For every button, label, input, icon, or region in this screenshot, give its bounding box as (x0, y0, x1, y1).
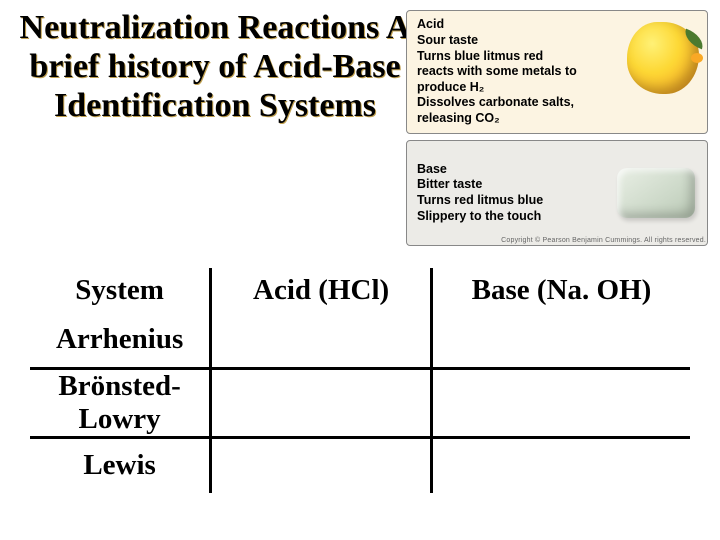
row-system: Brönsted- Lowry (58, 370, 180, 435)
row-system: Arrhenius (56, 323, 183, 355)
acid-line: Turns blue litmus red (417, 49, 619, 65)
row-acid (211, 368, 432, 437)
base-line: Slippery to the touch (417, 209, 605, 225)
table-row: Brönsted- Lowry (30, 368, 690, 437)
row-base (431, 312, 690, 368)
row-system: Lewis (83, 449, 156, 481)
slide: Neutralization Reactions A brief history… (0, 0, 720, 540)
table-header-row: System Acid (HCl) Base (Na. OH) (30, 268, 690, 312)
acid-info-text: Acid Sour taste Turns blue litmus red re… (417, 17, 619, 126)
acid-line: Sour taste (417, 33, 619, 49)
header-system: System (30, 268, 211, 312)
row-base (431, 437, 690, 493)
acid-line: Dissolves carbonate salts, releasing CO₂ (417, 95, 619, 126)
acid-info-box: Acid Sour taste Turns blue litmus red re… (406, 10, 708, 134)
table-row: Arrhenius (30, 312, 690, 368)
base-line: Turns red litmus blue (417, 193, 605, 209)
base-info-text: Base Bitter taste Turns red litmus blue … (417, 162, 605, 225)
table-row: Lewis (30, 437, 690, 493)
acid-heading: Acid (417, 17, 619, 33)
base-heading: Base (417, 162, 605, 178)
lemon-icon (627, 22, 699, 94)
slide-title: Neutralization Reactions A brief history… (10, 8, 420, 125)
soap-icon (613, 164, 699, 222)
header-base: Base (Na. OH) (431, 268, 690, 312)
row-acid (211, 437, 432, 493)
header-acid: Acid (HCl) (211, 268, 432, 312)
base-line: Bitter taste (417, 177, 605, 193)
base-info-box: Base Bitter taste Turns red litmus blue … (406, 140, 708, 246)
acid-line: reacts with some metals to produce H₂ (417, 64, 619, 95)
row-base (431, 368, 690, 437)
copyright-text: Copyright © Pearson Benjamin Cummings. A… (501, 237, 706, 244)
systems-table: System Acid (HCl) Base (Na. OH) Arrheniu… (30, 268, 690, 493)
row-acid (211, 312, 432, 368)
